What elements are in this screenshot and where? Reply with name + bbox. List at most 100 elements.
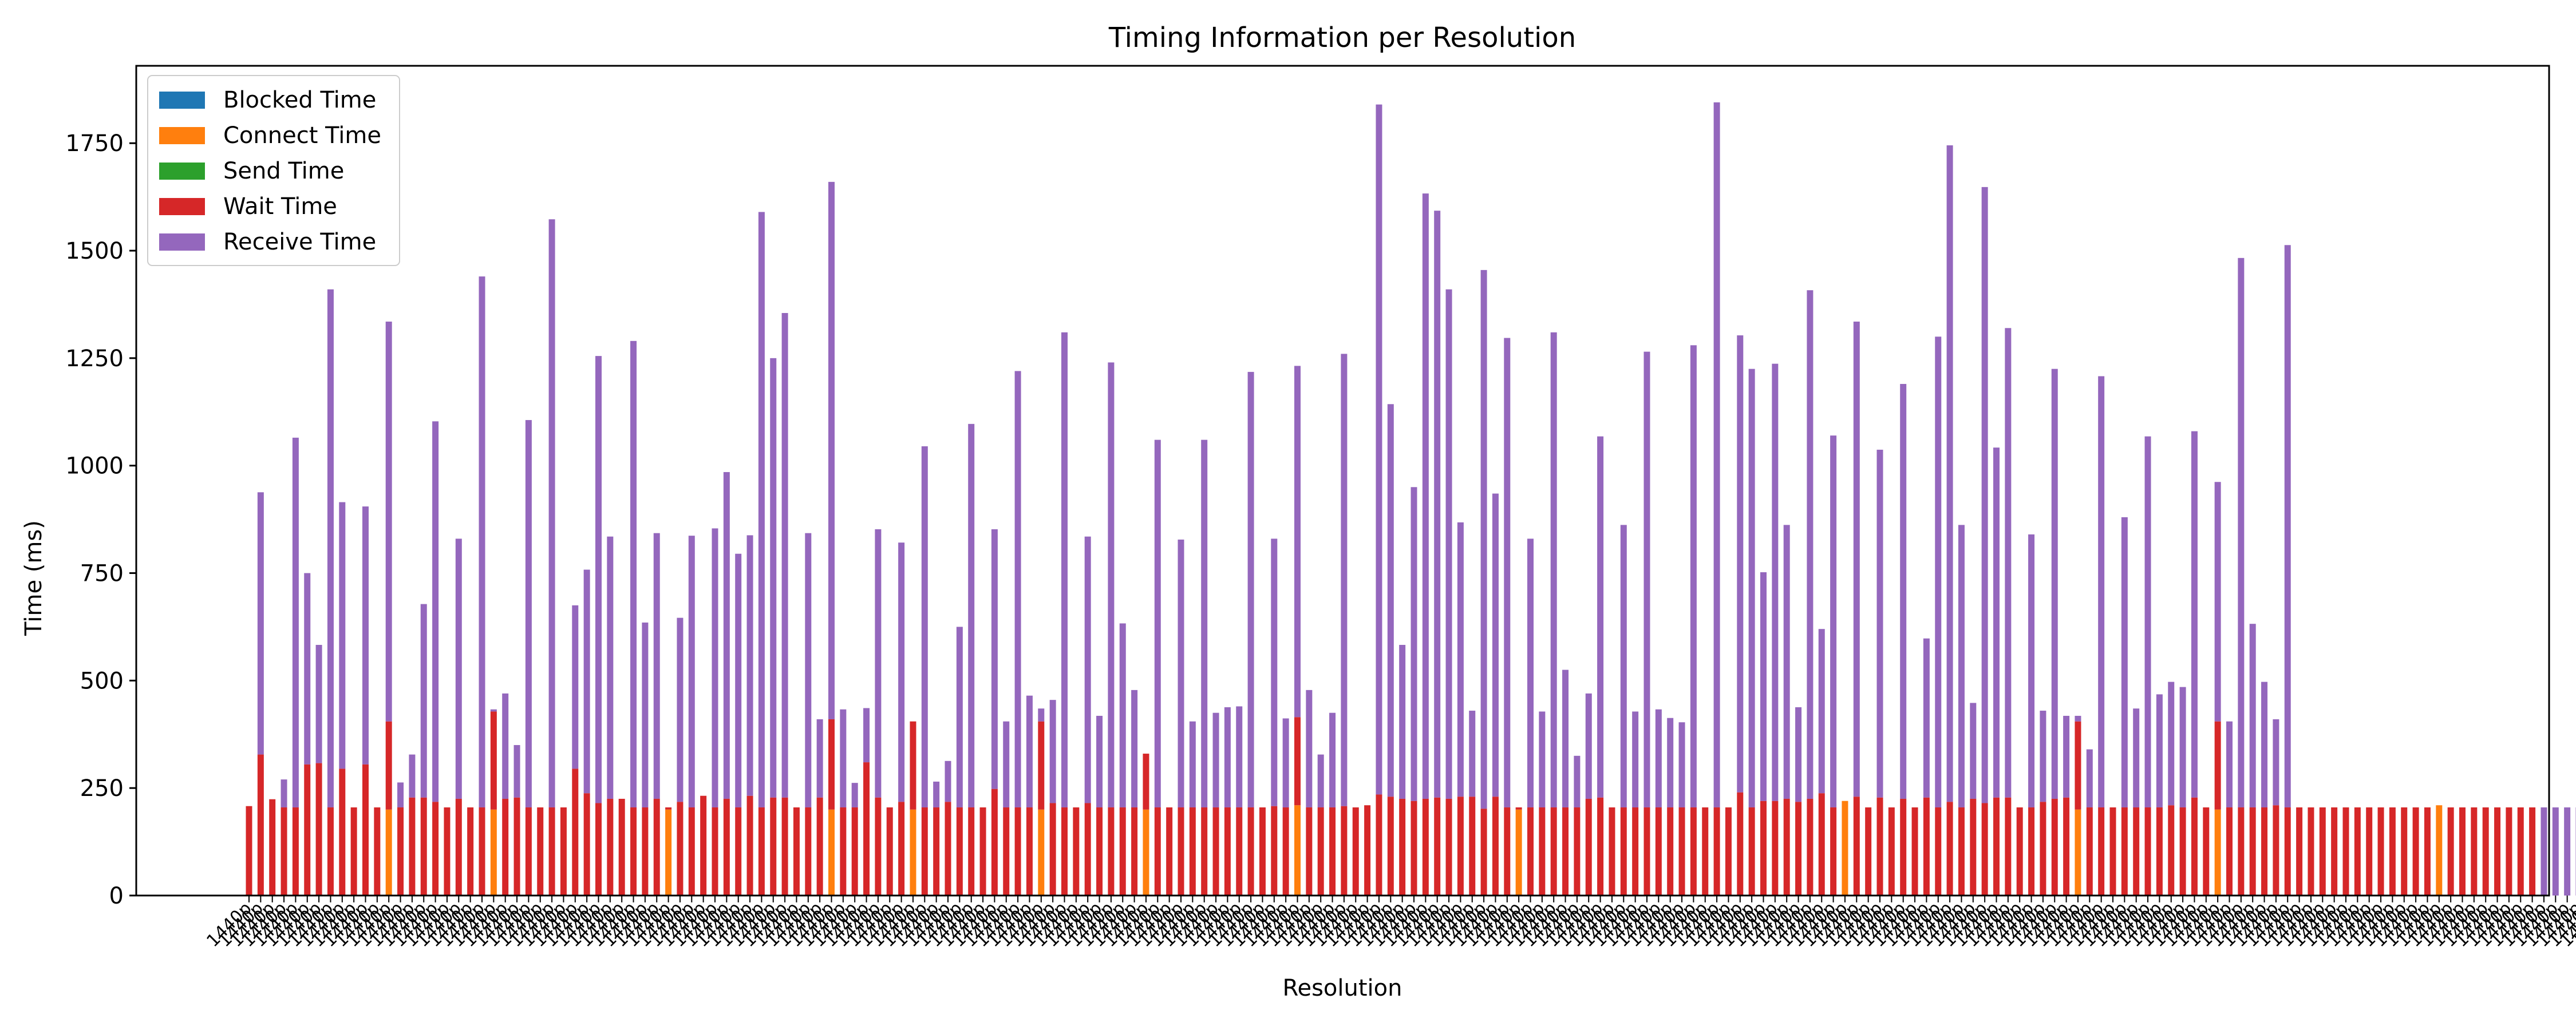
bar-segment-receive-time bbox=[1422, 193, 1429, 799]
bar-segment-receive-time bbox=[409, 754, 416, 798]
bar-segment-receive-time bbox=[2086, 749, 2093, 807]
bar-segment-wait-time bbox=[2366, 807, 2373, 896]
bar-segment-receive-time bbox=[1562, 670, 1569, 807]
bar-segment-wait-time bbox=[2203, 807, 2210, 896]
bar-segment-wait-time bbox=[1818, 793, 1825, 896]
bar-segment-wait-time bbox=[2168, 805, 2175, 896]
bar-segment-receive-time bbox=[1830, 435, 1837, 807]
bar-segment-wait-time bbox=[1539, 807, 1546, 896]
bar-segment-wait-time bbox=[1807, 798, 1814, 896]
bar-segment-wait-time bbox=[2156, 807, 2163, 896]
bar-segment-receive-time bbox=[1154, 439, 1161, 807]
bar-segment-receive-time bbox=[2273, 719, 2279, 806]
bar-segment-wait-time bbox=[490, 711, 497, 810]
bar-segment-receive-time bbox=[863, 708, 870, 763]
bar-segment-wait-time bbox=[863, 762, 870, 896]
bar-segment-receive-time bbox=[1003, 721, 1010, 807]
bar-segment-wait-time bbox=[2214, 721, 2221, 810]
bar-segment-wait-time bbox=[397, 807, 404, 896]
bar-segment-receive-time bbox=[1282, 718, 1289, 807]
bar-segment-receive-time bbox=[770, 358, 777, 798]
bar-segment-receive-time bbox=[2541, 807, 2547, 896]
bar-segment-receive-time bbox=[1376, 104, 1382, 795]
bar-segment-wait-time bbox=[1748, 807, 1755, 896]
y-tick-label: 1250 bbox=[65, 346, 124, 372]
bar-segment-wait-time bbox=[2226, 807, 2233, 896]
bar-segment-receive-time bbox=[607, 536, 614, 799]
bar-segment-wait-time bbox=[2063, 797, 2070, 896]
bar-segment-connect-time bbox=[1515, 809, 1522, 896]
bar-segment-wait-time bbox=[2529, 807, 2536, 896]
bar-segment-receive-time bbox=[1574, 755, 1581, 807]
bar-segment-wait-time bbox=[1411, 801, 1417, 896]
bar-segment-wait-time bbox=[2016, 807, 2023, 896]
bar-segment-wait-time bbox=[2354, 807, 2361, 896]
bar-segment-receive-time bbox=[1935, 336, 1942, 807]
bar-segment-wait-time bbox=[2179, 807, 2186, 896]
legend-label: Send Time bbox=[223, 158, 344, 184]
bar-segment-wait-time bbox=[2401, 807, 2408, 896]
bar-segment-wait-time bbox=[1713, 807, 1720, 896]
bar-segment-wait-time bbox=[362, 764, 369, 896]
bar-segment-wait-time bbox=[1911, 807, 1918, 896]
bar-segment-wait-time bbox=[1772, 801, 1779, 896]
bar-segment-receive-time bbox=[479, 276, 485, 807]
bar-segment-wait-time bbox=[1492, 797, 1499, 896]
bar-segment-wait-time bbox=[2238, 807, 2245, 896]
bar-segment-receive-time bbox=[945, 760, 951, 802]
bar-segment-wait-time bbox=[1783, 798, 1790, 896]
bar-segment-wait-time bbox=[280, 807, 287, 896]
bar-segment-wait-time bbox=[2494, 807, 2501, 896]
bar-segment-wait-time bbox=[1422, 798, 1429, 896]
x-axis-label: Resolution bbox=[1282, 975, 1402, 1001]
bar-segment-receive-time bbox=[1201, 439, 1208, 807]
bar-segment-wait-time bbox=[1073, 807, 1080, 896]
bar-segment-wait-time bbox=[1376, 794, 1382, 896]
bar-segment-receive-time bbox=[1061, 332, 1068, 807]
bar-segment-receive-time bbox=[2133, 708, 2140, 807]
bar-segment-receive-time bbox=[688, 536, 695, 807]
bar-segment-receive-time bbox=[1189, 721, 1196, 807]
bar-segment-wait-time bbox=[1480, 809, 1487, 896]
bar-segment-wait-time bbox=[1946, 802, 1953, 896]
bar-segment-wait-time bbox=[1294, 717, 1301, 806]
bar-segment-wait-time bbox=[1166, 807, 1173, 896]
bar-segment-wait-time bbox=[2086, 807, 2093, 896]
bar-segment-wait-time bbox=[1143, 754, 1149, 810]
bar-segment-receive-time bbox=[1632, 711, 1639, 807]
bar-segment-wait-time bbox=[1247, 807, 1254, 896]
bar-segment-receive-time bbox=[2249, 624, 2256, 807]
bar-segment-connect-time bbox=[2075, 809, 2081, 896]
bar-segment-wait-time bbox=[2377, 807, 2384, 896]
bar-segment-wait-time bbox=[339, 768, 346, 896]
bar-segment-wait-time bbox=[1958, 807, 1965, 896]
bar-segment-receive-time bbox=[1737, 335, 1744, 793]
bar-segment-wait-time bbox=[385, 721, 392, 810]
bar-segment-receive-time bbox=[1783, 525, 1790, 799]
bar-segment-wait-time bbox=[1189, 807, 1196, 896]
bar-segment-wait-time bbox=[945, 802, 951, 896]
bar-segment-wait-time bbox=[1830, 807, 1837, 896]
bar-segment-wait-time bbox=[816, 797, 823, 896]
bar-segment-receive-time bbox=[2098, 376, 2105, 807]
bar-segment-wait-time bbox=[851, 807, 858, 896]
bar-segment-receive-time bbox=[257, 492, 264, 755]
bar-segment-wait-time bbox=[979, 807, 986, 896]
bar-segment-receive-time bbox=[280, 779, 287, 807]
bar-segment-receive-time bbox=[1212, 712, 1219, 807]
bar-segment-wait-time bbox=[1049, 803, 1056, 896]
bar-segment-receive-time bbox=[1119, 623, 1126, 807]
bar-segment-receive-time bbox=[1667, 718, 1674, 807]
bar-segment-receive-time bbox=[1108, 362, 1115, 807]
bar-segment-receive-time bbox=[2214, 482, 2221, 722]
bar-segment-wait-time bbox=[1632, 807, 1639, 896]
bar-segment-receive-time bbox=[1294, 366, 1301, 718]
bar-segment-receive-time bbox=[502, 693, 509, 799]
bar-segment-wait-time bbox=[1737, 792, 1744, 896]
bar-segment-receive-time bbox=[1713, 102, 1720, 807]
bar-segment-wait-time bbox=[712, 807, 718, 896]
bar-segment-wait-time bbox=[2308, 807, 2314, 896]
bar-segment-receive-time bbox=[1096, 715, 1103, 807]
bar-segment-wait-time bbox=[1597, 797, 1604, 896]
bar-segment-receive-time bbox=[1445, 289, 1452, 799]
